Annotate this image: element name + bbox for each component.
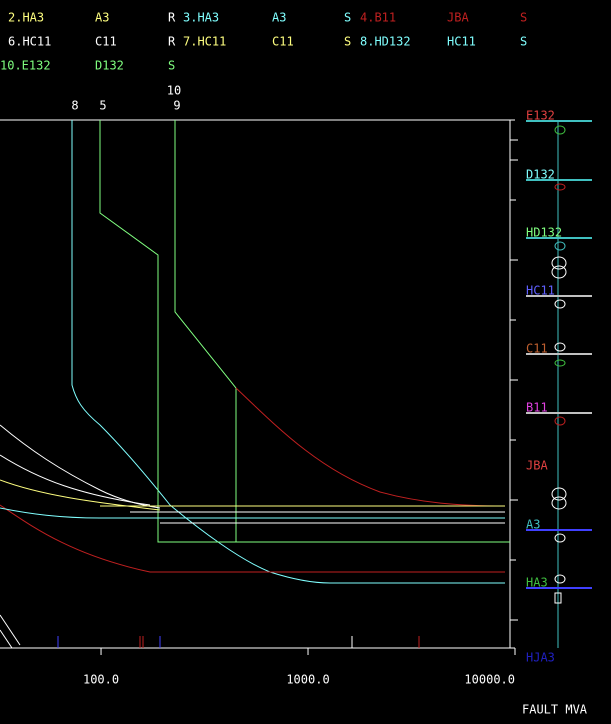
bus-label: E132 (526, 109, 555, 123)
legend-entry: R (168, 35, 176, 49)
device-marker: 8 (71, 99, 78, 113)
x-tick-label: 1000.0 (286, 673, 329, 687)
device-marker: 10 (167, 84, 181, 98)
legend-entry: 4.B11 (360, 11, 396, 25)
legend-entry: S (520, 11, 527, 25)
x-tick-label: 100.0 (83, 673, 119, 687)
bus-label: B11 (526, 401, 548, 415)
curve-4 (235, 387, 506, 507)
curve-2 (0, 479, 161, 511)
legend-entry: R (168, 11, 176, 25)
curve-low (0, 614, 21, 649)
device-marker: 9 (173, 99, 180, 113)
legend-entry: 8.HD132 (360, 35, 411, 49)
bus-label: HA3 (526, 576, 548, 590)
legend-entry: S (344, 35, 351, 49)
bus-label: JBA (526, 459, 548, 473)
legend-entry: HC11 (447, 35, 476, 49)
symbols (551, 125, 567, 604)
bus-label: HJA3 (526, 651, 555, 665)
bus-label: HC11 (526, 284, 555, 298)
bus-label: D132 (526, 168, 555, 182)
axis-ticks (510, 139, 518, 621)
legend-entry: S (520, 35, 527, 49)
marker-ticks (57, 636, 161, 648)
legend-entry: 6.HC11 (8, 35, 51, 49)
curve-8 (71, 120, 505, 584)
legend-entry: 2.HA3 (8, 11, 44, 25)
legend-entry: S (344, 11, 351, 25)
legend-entry: S (168, 59, 175, 73)
legend-entry: C11 (95, 35, 117, 49)
bus-label: C11 (526, 342, 548, 356)
legend-entry: A3 (272, 11, 286, 25)
bus-label: HD132 (526, 226, 562, 240)
curve-3 (0, 507, 505, 519)
legend-entry: 3.HA3 (183, 11, 219, 25)
curves (0, 119, 567, 649)
curve-6 (0, 424, 161, 509)
legend-entry: D132 (95, 59, 124, 73)
legend-entry: A3 (95, 11, 109, 25)
device-marker: 5 (99, 99, 106, 113)
legend-entry: JBA (447, 11, 469, 25)
bus-label: A3 (526, 518, 540, 532)
curve-5 (99, 120, 510, 543)
legend-entry: 7.HC11 (183, 35, 226, 49)
curve-9 (174, 120, 237, 542)
x-tick-label: 10000.0 (464, 673, 515, 687)
curve-6b (0, 454, 151, 506)
curve-4b (0, 504, 505, 573)
legend-entry: 10.E132 (0, 59, 51, 73)
axis-label: FAULT MVA (522, 703, 588, 717)
legend-entry: C11 (272, 35, 294, 49)
marker-ticks-red (139, 636, 420, 648)
